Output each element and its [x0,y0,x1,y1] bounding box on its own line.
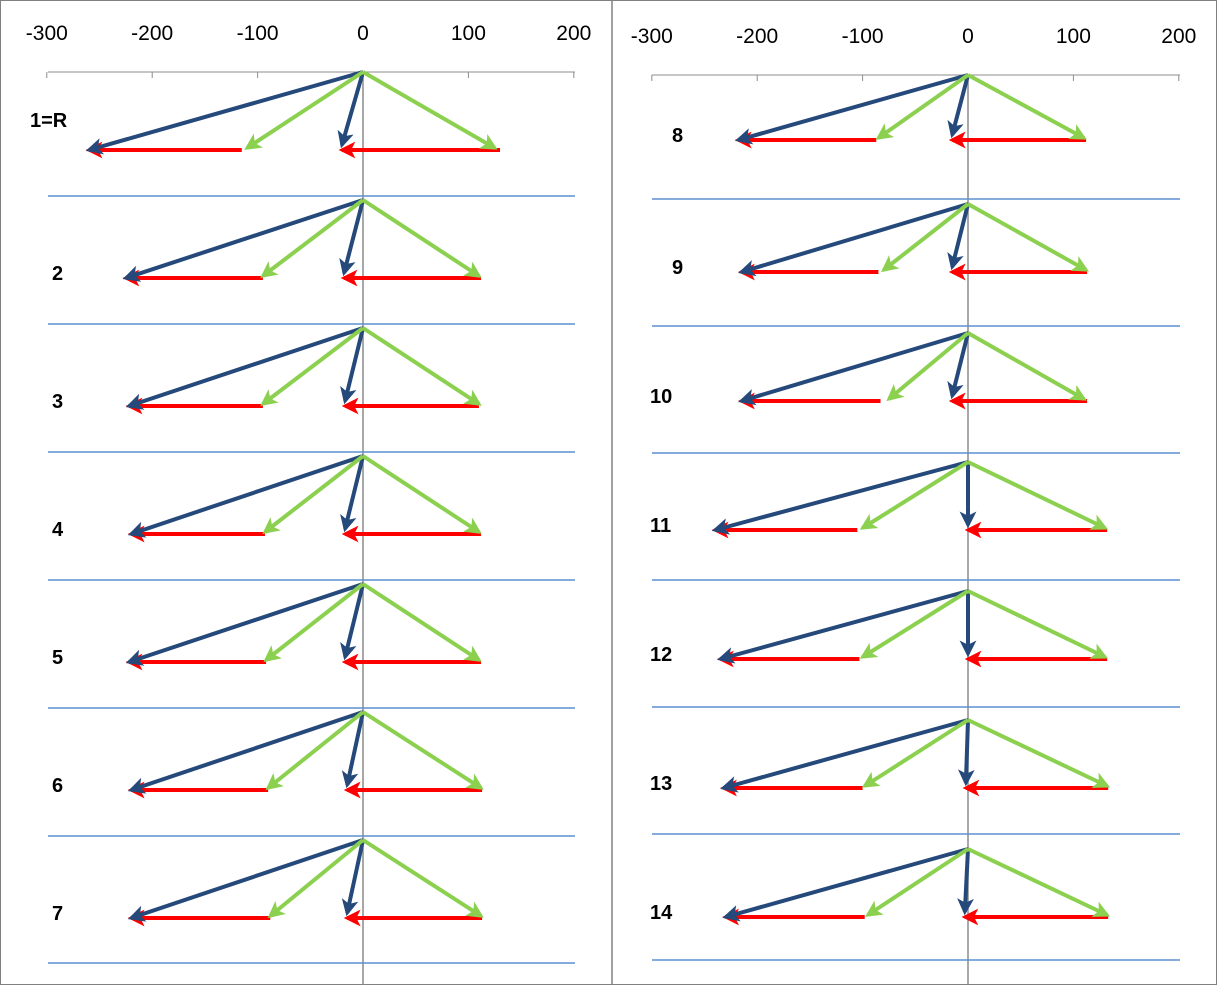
green-arrow-left [861,718,970,788]
tick-label: -300 [26,22,68,45]
blue-arrow-short [947,74,970,139]
blue-arrow-short [340,455,365,533]
tick-label: 100 [1056,25,1091,48]
green-arrow-right [967,718,1111,788]
green-arrow-right [967,589,1109,659]
blue-arrow-left [722,847,969,922]
blue-arrow-left [127,838,364,922]
green-arrow-left [881,202,970,273]
tick-label: 0 [962,25,974,48]
row-label: 4 [52,519,64,541]
green-arrow-right [362,70,498,150]
green-arrow-right [967,73,1087,140]
green-arrow-right [361,326,482,406]
blue-arrow-left [717,589,969,664]
blue-arrow-short [957,719,975,787]
blue-arrow-left [127,710,364,794]
green-arrow-left [262,454,365,535]
tick-label: 200 [556,22,591,45]
tick-label: 0 [357,22,369,45]
row-label: 5 [52,647,63,669]
row-label: 13 [650,773,672,795]
green-arrow-right [361,710,484,790]
blue-arrow-short [340,327,365,405]
green-arrow-left [859,460,970,530]
green-arrow-left [260,326,365,407]
row-label: 9 [672,257,683,279]
blue-arrow-left [738,331,969,406]
green-arrow-left [260,198,365,279]
blue-arrow-short [339,199,365,277]
blue-arrow-short [341,839,365,917]
green-arrow-left [875,73,970,140]
green-arrow-left [265,710,365,791]
tick-label: 200 [1161,25,1196,48]
green-arrow-left [886,331,970,402]
row-label: 11 [650,515,671,537]
green-arrow-right [361,582,482,662]
green-arrow-right [361,838,484,918]
green-arrow-right [361,454,482,534]
blue-arrow-left [85,70,364,155]
tick-label: -200 [736,25,778,48]
green-arrow-left [267,838,365,919]
tick-label: -300 [631,25,673,48]
blue-arrow-left [125,326,364,410]
green-arrow-right [967,202,1089,272]
green-arrow-right [967,331,1087,401]
blue-arrow-left [122,198,364,282]
green-arrow-right [361,198,482,278]
tick-label: 100 [451,22,486,45]
row-label: 2 [52,263,63,285]
blue-arrow-left [738,202,969,277]
green-arrow-left [865,847,970,917]
tick-label: -100 [842,25,884,48]
row-label: 6 [52,775,63,797]
blue-arrow-short [341,711,365,789]
green-arrow-right [967,847,1111,917]
tick-label: -200 [131,22,173,45]
blue-arrow-short [947,203,970,271]
blue-arrow-left [127,454,364,538]
blue-arrow-short [337,71,365,149]
blue-arrow-left [734,73,969,145]
blue-arrow-short [340,583,365,661]
row-label: 14 [650,902,673,924]
green-arrow-left [859,589,970,659]
green-arrow-right [967,460,1109,530]
green-arrow-left [263,582,365,663]
blue-arrow-left [711,460,969,535]
blue-arrow-left [125,582,364,666]
row-label: 3 [52,391,63,413]
row-label: 12 [650,644,672,666]
green-arrow-left [244,70,365,150]
row-label: 8 [672,125,683,147]
row-label: 1=R [30,110,68,132]
blue-arrow-short [947,332,970,400]
row-label: 7 [52,903,63,925]
row-label: 10 [650,386,672,408]
tick-label: -100 [237,22,279,45]
blue-arrow-short [957,848,974,916]
blue-arrow-left [720,718,969,793]
